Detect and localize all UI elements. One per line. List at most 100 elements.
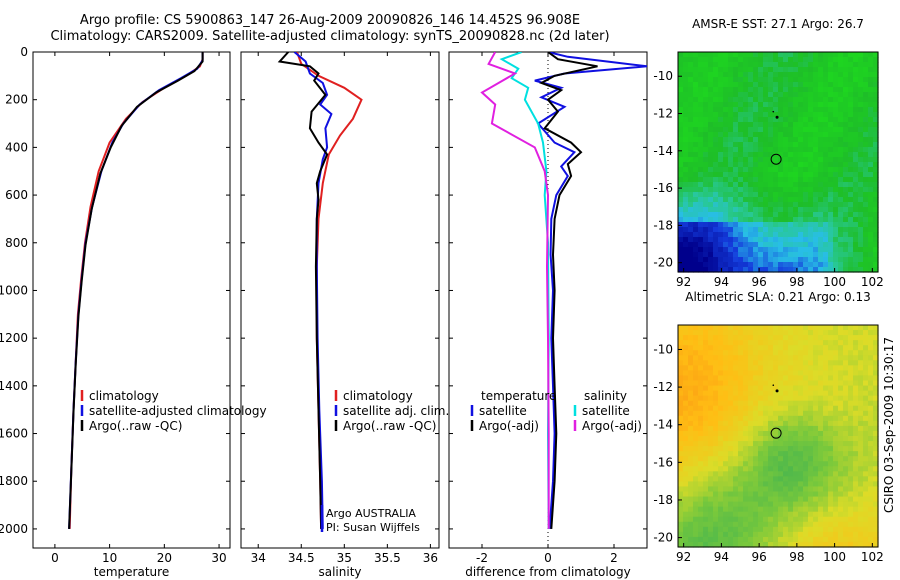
map-cell xyxy=(683,237,689,243)
map-cell xyxy=(698,187,704,193)
map-cell xyxy=(683,197,689,203)
map-cell xyxy=(763,466,769,472)
map-cell xyxy=(858,541,864,548)
map-cell xyxy=(728,107,734,113)
map-cell xyxy=(798,400,804,407)
map-cell xyxy=(798,217,804,223)
map-cell xyxy=(758,491,764,498)
map-cell xyxy=(683,466,689,472)
map-cell xyxy=(748,405,754,412)
map-cell xyxy=(858,62,864,68)
map-cell xyxy=(863,491,869,498)
map-cell xyxy=(678,172,684,178)
map-title: AMSR-E SST: 27.1 Argo: 26.7 xyxy=(692,17,864,31)
map-cell xyxy=(783,72,789,78)
map-cell xyxy=(778,97,784,103)
map-cell xyxy=(828,242,834,248)
map-cell xyxy=(778,335,784,341)
map-cell xyxy=(773,132,779,138)
map-cell xyxy=(728,526,734,533)
map-cell xyxy=(808,57,814,63)
map-cell xyxy=(703,536,709,543)
map-cell xyxy=(843,506,849,513)
map-cell xyxy=(738,157,744,163)
timestamp-label: CSIRO 03-Sep-2009 10:30:17 xyxy=(882,337,896,513)
map-cell xyxy=(873,237,879,243)
map-cell xyxy=(783,345,789,351)
map-cell xyxy=(768,365,774,372)
map-cell xyxy=(688,267,694,273)
map-cell xyxy=(733,67,739,73)
map-cell xyxy=(698,152,704,158)
map-cell xyxy=(798,430,804,437)
map-cell xyxy=(743,57,749,63)
map-cell xyxy=(813,197,819,203)
map-cell xyxy=(708,340,714,346)
map-cell xyxy=(783,177,789,183)
map-cell xyxy=(713,167,719,173)
map-cell xyxy=(818,92,824,98)
map-cell xyxy=(863,92,869,98)
map-cell xyxy=(733,182,739,188)
map-cell xyxy=(763,142,769,148)
map-cell xyxy=(843,247,849,253)
map-cell xyxy=(858,177,864,183)
map-cell xyxy=(723,476,729,483)
map-cell xyxy=(718,112,724,118)
map-cell xyxy=(863,405,869,412)
map-cell xyxy=(753,162,759,168)
map-cell xyxy=(753,127,759,133)
map-cell xyxy=(783,395,789,402)
map-cell xyxy=(823,217,829,223)
map-cell xyxy=(738,97,744,103)
map-cell xyxy=(873,340,879,346)
map-cell xyxy=(853,345,859,351)
map-cell xyxy=(743,122,749,128)
map-cell xyxy=(803,97,809,103)
map-cell xyxy=(753,496,759,503)
map-cell xyxy=(793,127,799,133)
map-cell xyxy=(758,207,764,213)
map-cell xyxy=(843,97,849,103)
map-cell xyxy=(768,192,774,198)
y-tick-label: 1000 xyxy=(0,283,28,297)
map-cell xyxy=(743,436,749,442)
map-cell xyxy=(703,267,709,273)
map-cell xyxy=(718,267,724,273)
map-cell xyxy=(858,481,864,488)
map-cell xyxy=(768,461,774,467)
map-cell xyxy=(733,152,739,158)
map-cell xyxy=(768,476,774,483)
map-cell xyxy=(783,516,789,523)
map-cell xyxy=(868,456,874,462)
map-panel-1: AMSR-E SST: 27.1 Argo: 26.792 94 96 98 100 10… xyxy=(653,17,883,289)
map-cell xyxy=(763,167,769,173)
map-cell xyxy=(868,496,874,503)
map-cell xyxy=(818,340,824,346)
map-cell xyxy=(768,222,774,228)
map-cell xyxy=(728,202,734,208)
map-cell xyxy=(813,476,819,483)
map-cell xyxy=(758,496,764,503)
map-cell xyxy=(793,330,799,336)
map-cell xyxy=(848,157,854,163)
map-cell xyxy=(778,446,784,452)
map-cell xyxy=(698,117,704,123)
map-cell xyxy=(688,217,694,223)
map-cell xyxy=(678,202,684,208)
map-cell xyxy=(808,87,814,93)
map-cell xyxy=(703,152,709,158)
map-cell xyxy=(833,365,839,372)
map-cell xyxy=(743,410,749,417)
map-cell xyxy=(738,516,744,523)
map-cell xyxy=(753,87,759,93)
map-cell xyxy=(723,516,729,523)
map-cell xyxy=(853,57,859,63)
map-cell xyxy=(678,257,684,263)
map-cell xyxy=(698,132,704,138)
map-cell xyxy=(773,355,779,361)
map-cell xyxy=(758,441,764,447)
map-cell xyxy=(733,127,739,133)
map-cell xyxy=(798,262,804,268)
map-cell xyxy=(678,496,684,503)
